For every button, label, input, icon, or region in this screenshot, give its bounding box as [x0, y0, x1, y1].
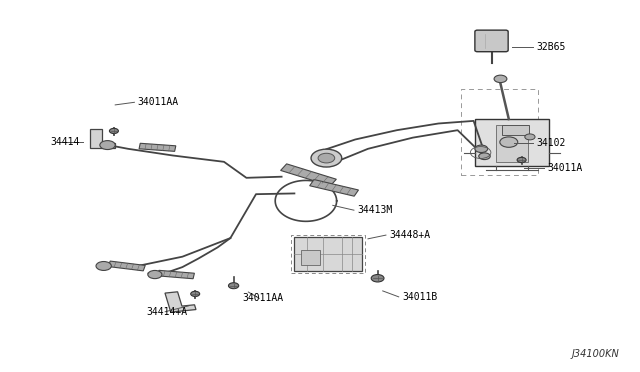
Text: 34011AA: 34011AA: [138, 97, 179, 107]
Polygon shape: [165, 292, 196, 312]
Text: 34448+A: 34448+A: [389, 230, 430, 240]
Circle shape: [191, 291, 200, 296]
Circle shape: [479, 153, 490, 160]
Text: 34102: 34102: [536, 138, 566, 148]
Circle shape: [318, 153, 335, 163]
Circle shape: [96, 262, 111, 270]
Circle shape: [311, 149, 342, 167]
Circle shape: [100, 141, 115, 150]
Text: 34413M: 34413M: [357, 205, 392, 215]
Circle shape: [148, 270, 162, 279]
Circle shape: [500, 137, 518, 147]
Text: J34100KN: J34100KN: [572, 349, 620, 359]
FancyBboxPatch shape: [475, 30, 508, 52]
Polygon shape: [502, 125, 529, 135]
Circle shape: [228, 283, 239, 289]
Polygon shape: [90, 129, 115, 148]
Bar: [476, 119, 549, 166]
Text: 34414: 34414: [50, 137, 79, 147]
Circle shape: [517, 157, 526, 163]
Text: 34011AA: 34011AA: [242, 294, 283, 303]
Polygon shape: [157, 270, 195, 279]
Circle shape: [525, 134, 535, 140]
Polygon shape: [108, 261, 145, 271]
Circle shape: [475, 145, 488, 153]
Polygon shape: [280, 164, 337, 186]
Text: 34414+A: 34414+A: [146, 307, 187, 317]
Circle shape: [371, 275, 384, 282]
Polygon shape: [139, 143, 176, 151]
Circle shape: [109, 128, 118, 134]
Text: 34011A: 34011A: [547, 163, 582, 173]
Text: 32B65: 32B65: [536, 42, 566, 51]
Text: 34011B: 34011B: [402, 292, 437, 302]
Bar: [301, 250, 320, 265]
Bar: [294, 237, 362, 271]
Polygon shape: [310, 180, 358, 196]
Circle shape: [494, 75, 507, 83]
Bar: [496, 125, 528, 162]
